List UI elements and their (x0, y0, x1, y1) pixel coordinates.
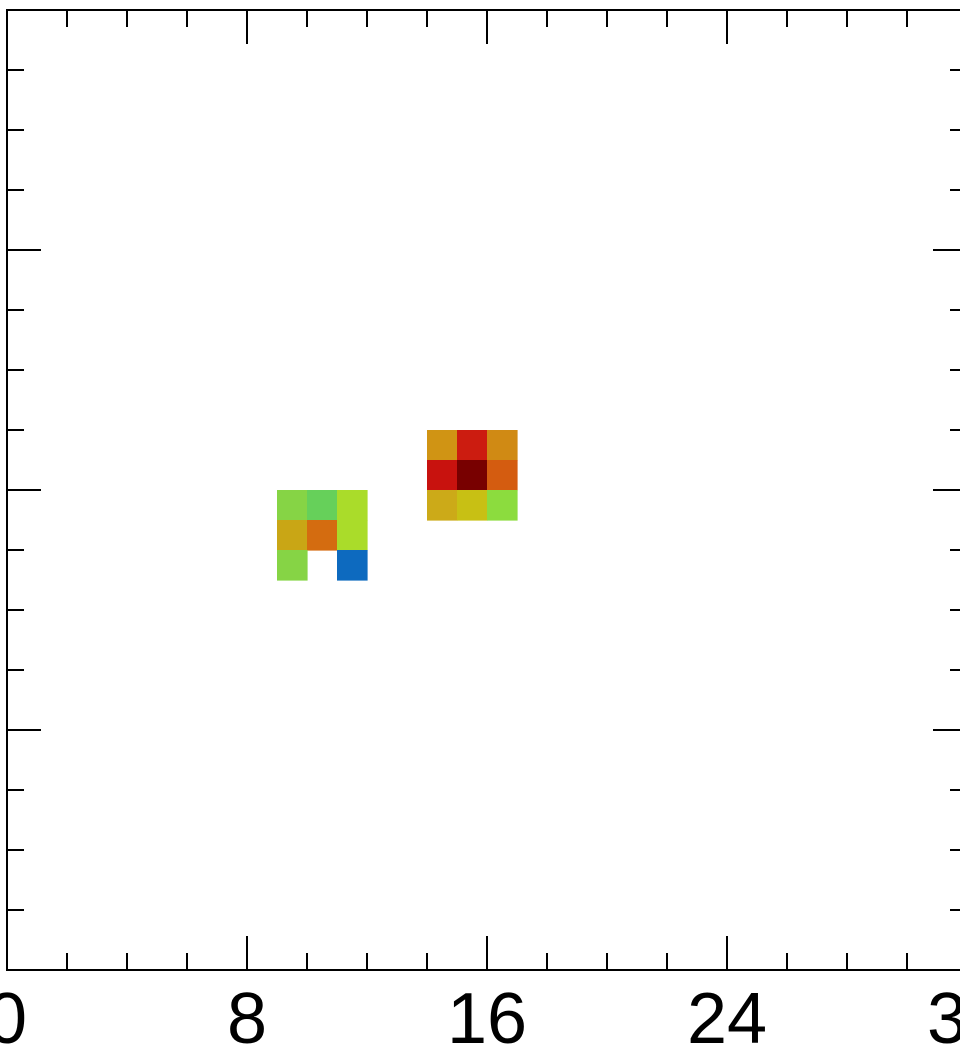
plot-frame (6, 9, 960, 971)
heatmap-cell-16 (487, 490, 518, 521)
heatmap-cell-3 (277, 520, 308, 551)
heatmap-cell-10 (487, 430, 518, 461)
heatmap-cell-15 (457, 490, 488, 521)
heatmap-cell-0 (277, 490, 308, 521)
heatmap-cell-8 (427, 430, 458, 461)
heatmap-cell-7 (337, 550, 368, 581)
x-tick-labels: 0 8 16 24 32 (0, 979, 960, 1047)
heatmap-cells (277, 430, 518, 581)
heatmap-cell-12 (457, 460, 488, 491)
x-tick-label-24: 24 (687, 979, 767, 1047)
x-tick-label-16: 16 (447, 979, 527, 1047)
heatmap-cell-6 (277, 550, 308, 581)
heatmap-cell-5 (337, 520, 368, 551)
x-tick-label-32: 32 (927, 979, 960, 1047)
x-tick-label-8: 8 (227, 979, 267, 1047)
heatmap-cell-9 (457, 430, 488, 461)
heatmap-cell-13 (487, 460, 518, 491)
heatmap-cell-2 (337, 490, 368, 521)
heatmap-cell-11 (427, 460, 458, 491)
x-tick-label-0: 0 (0, 979, 27, 1047)
axis-ticks (7, 10, 960, 970)
heatmap-cell-14 (427, 490, 458, 521)
heatmap-cell-1 (307, 490, 338, 521)
heatmap-cell-4 (307, 520, 338, 551)
